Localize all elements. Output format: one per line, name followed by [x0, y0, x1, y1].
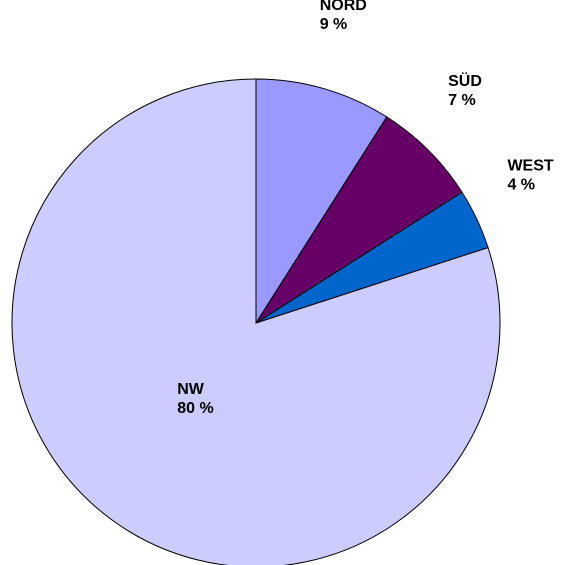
slice-label: SÜD	[448, 71, 482, 90]
pie-slice	[11, 78, 501, 565]
slice-label: WEST	[507, 157, 553, 174]
slice-value-label: 80 %	[177, 400, 213, 417]
slice-value-label: 7 %	[448, 92, 476, 109]
slice-label: NORD	[320, 0, 367, 14]
slice-label: NW	[177, 381, 205, 398]
slice-value-label: 9 %	[320, 16, 348, 33]
pie-slice	[255, 116, 463, 324]
slice-value-label: 4 %	[507, 176, 535, 193]
pie-slice	[255, 78, 388, 325]
